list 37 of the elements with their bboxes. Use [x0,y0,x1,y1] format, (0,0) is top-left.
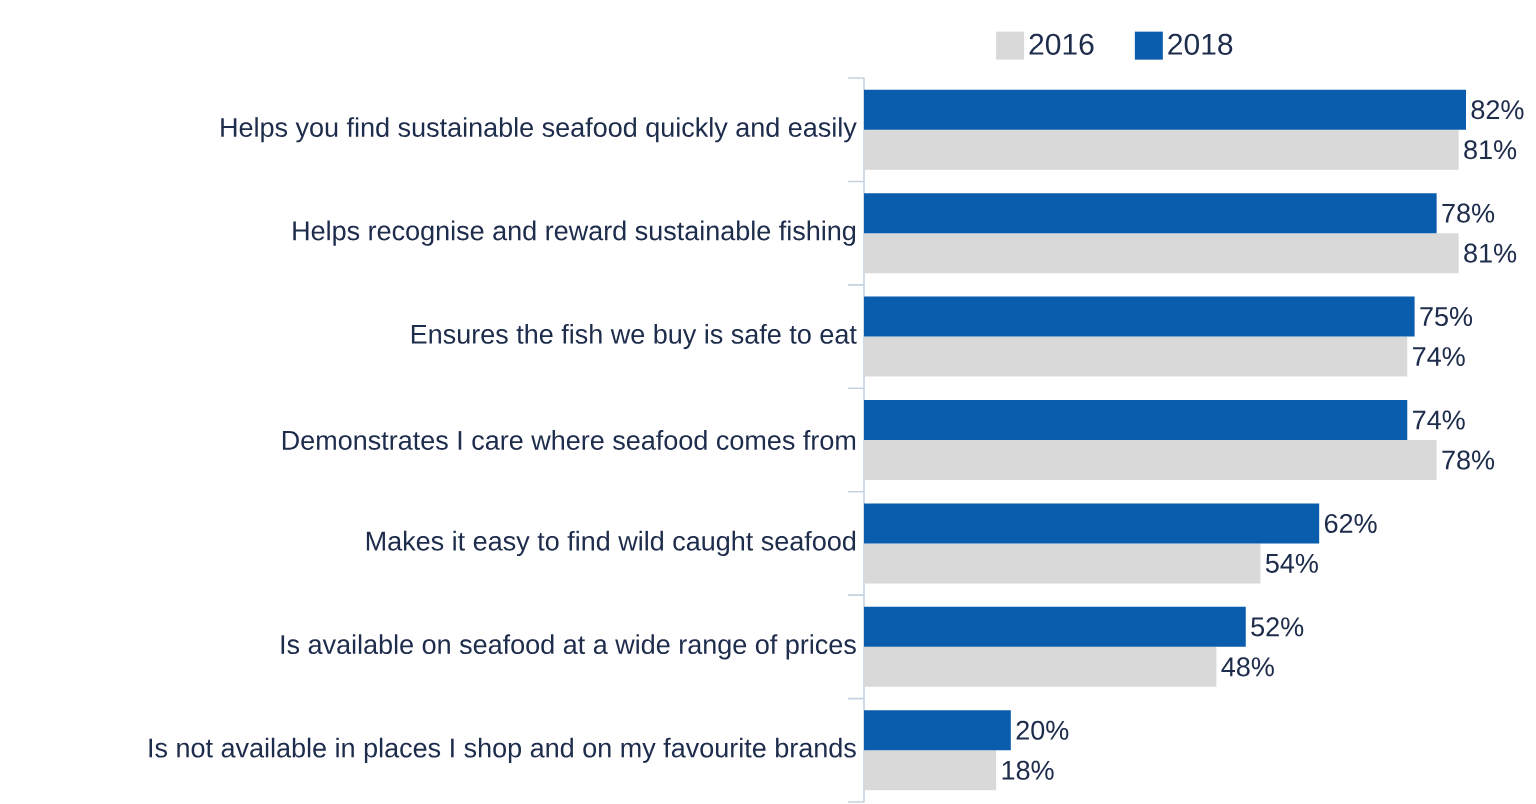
bar [864,646,1217,687]
data-label: 81% [1464,243,1517,263]
y-tick-label: Helps you find sustainable seafood quickly and easily [221,117,857,143]
bar [864,503,1320,544]
bar [864,296,1415,337]
data-label: 82% [1471,100,1524,120]
bar [864,129,1459,170]
y-tick-label: Makes it easy to find wild caught seafood [366,530,856,557]
data-label: 54% [1265,553,1318,573]
legend-label: 2018 [1168,33,1233,55]
bar [864,710,1011,751]
y-tick-label: Demonstrates I care where seafood comes from [282,430,856,450]
bar [864,543,1261,584]
y-tick-label: Helps recognise and reward sustainable fishing [293,220,856,246]
bar [864,750,997,791]
data-label: 74% [1413,347,1465,367]
data-label: 52% [1251,617,1304,637]
bar [864,233,1459,274]
data-label: 74% [1413,410,1465,430]
data-label: 78% [1442,203,1495,223]
data-label: 20% [1016,720,1069,740]
data-label: 75% [1420,307,1473,327]
bar [864,89,1466,130]
data-label: 48% [1221,657,1274,677]
y-tick-label: Is available on seafood at a wide range of prices [281,634,856,660]
bar [864,400,1408,441]
data-label: 62% [1324,513,1377,533]
legend-label: 2016 [1029,33,1094,55]
y-tick-label: Is not available in places I shop and on my favourite brands [149,737,856,763]
bar [864,440,1437,481]
bar [864,193,1437,234]
bar [864,336,1408,377]
data-label: 18% [1002,760,1054,780]
data-label: 78% [1442,450,1495,470]
y-tick-label: Ensures the fish we buy is safe to eat [411,323,857,350]
data-label: 81% [1464,140,1517,160]
bar [864,606,1246,647]
